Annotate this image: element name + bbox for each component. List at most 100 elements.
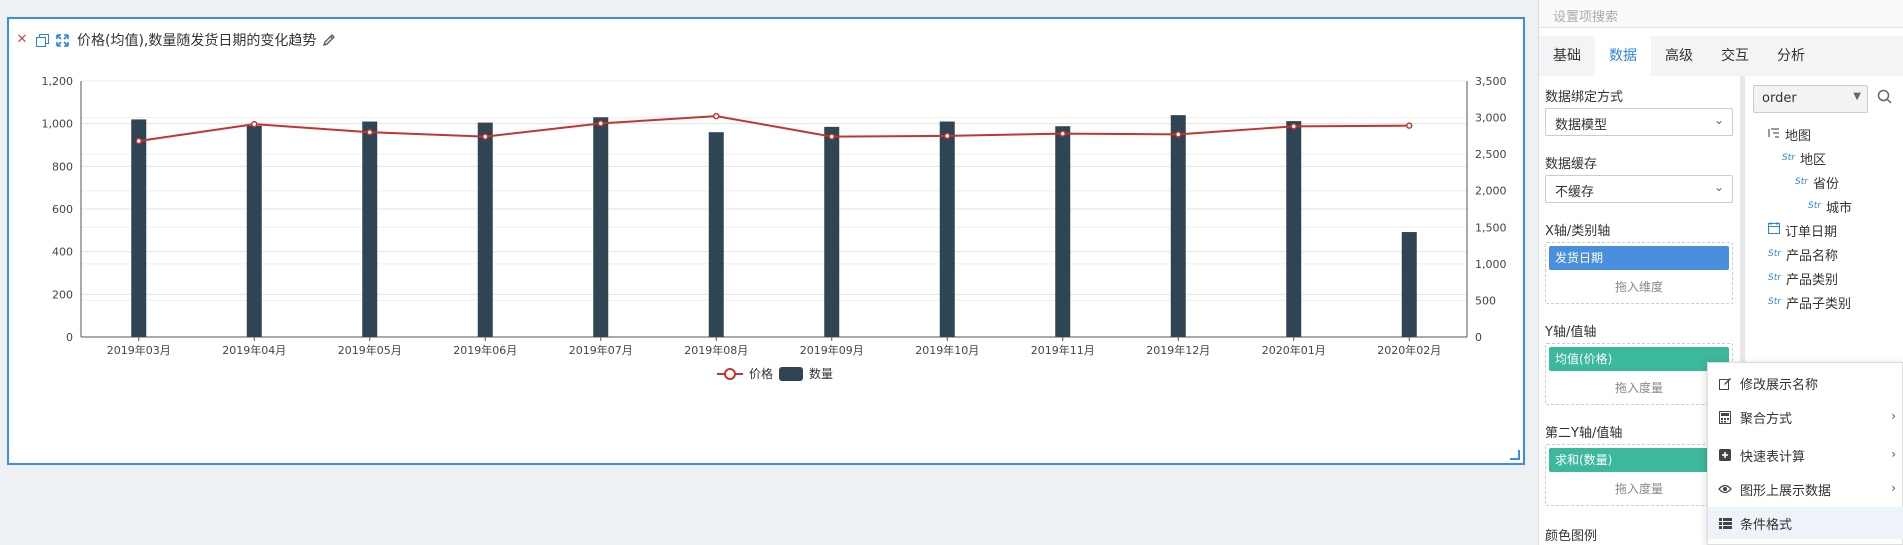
menu-item-quick-calc[interactable]: 快速表计算 › [1708,439,1903,471]
menu-item-aggregation[interactable]: 聚合方式 › [1708,401,1903,433]
tree-item-product-name[interactable]: Str 产品名称 [1768,244,1838,264]
settings-search-input[interactable]: 设置项搜索 [1539,0,1903,28]
y-left-tick-label: 1,200 [42,75,74,88]
string-type-icon: Str [1768,297,1781,307]
y-right-tick-label: 1,000 [1475,258,1507,271]
tree-item-region[interactable]: Str 地区 [1782,148,1826,168]
menu-item-conditional-format[interactable]: 条件格式 [1708,507,1903,539]
tree-item-product-category[interactable]: Str 产品类别 [1768,268,1838,288]
calculator-icon [1718,410,1732,424]
y-right-tick-label: 500 [1475,294,1496,307]
tree-item-city[interactable]: Str 城市 [1808,196,1852,216]
tab-advanced[interactable]: 高级 [1665,48,1693,64]
binding-column: 数据绑定方式 数据模型 ⌄ 数据缓存 不缓存 ⌄ X轴/类别轴 发货日期 拖入维… [1539,76,1739,545]
edit-icon[interactable] [322,33,336,47]
y-left-tick-label: 800 [52,160,73,173]
chevron-down-icon: ⌄ [1713,180,1724,194]
bar-2020年01月 [1286,121,1302,338]
menu-item-label: 条件格式 [1740,517,1793,533]
tree-item-product-subcategory[interactable]: Str 产品子类别 [1768,292,1851,312]
datasource-select[interactable]: order ▼ [1753,85,1868,113]
tree-item-label: 地区 [1799,152,1826,168]
close-icon[interactable]: ✕ [16,32,28,47]
menu-item-label: 快速表计算 [1740,449,1806,465]
bar-2019年08月 [708,132,724,337]
resize-handle[interactable] [1510,450,1520,460]
tab-basic[interactable]: 基础 [1553,48,1581,64]
tree-item-province[interactable]: Str 省份 [1795,172,1839,192]
y-left-tick-label: 0 [66,331,73,344]
y-axis-drop-area[interactable]: 均值(价格) 拖入度量 [1545,343,1733,405]
x-axis-label: X轴/类别轴 [1545,224,1611,239]
column-divider[interactable] [1740,76,1745,545]
chart-widget[interactable]: 0 200 400 600 800 1,000 1,200 0 500 1,000 1,500 2,0… [7,17,1525,465]
menu-item-rename[interactable]: 修改展示名称 [1708,367,1903,399]
y2-axis-field-chip[interactable]: 求和(数量) [1549,448,1729,472]
string-type-icon: Str [1768,249,1781,259]
string-type-icon: Str [1768,273,1781,283]
tree-item-label: 地图 [1785,128,1812,144]
y-right-tick-label: 3,000 [1475,112,1507,125]
edit-icon [1718,376,1732,390]
x-tick-label: 2019年04月 [222,343,286,357]
y-axis-field-chip[interactable]: 均值(价格) [1549,347,1729,371]
x-axis-field-chip[interactable]: 发货日期 [1549,246,1729,270]
legend-label: 价格 [749,366,773,381]
string-type-icon: Str [1795,177,1808,187]
chevron-right-icon: › [1891,481,1896,495]
bar-2019年06月 [477,122,493,337]
line-point-2019年09月 [828,133,835,140]
tree-item-label: 省份 [1812,176,1839,192]
y2-axis-drop-area[interactable]: 求和(数量) 拖入度量 [1545,444,1733,506]
line-series-价格 [138,115,1410,142]
x-tick-label: 2019年07月 [569,343,633,357]
y-right-tick-label: 3,500 [1475,75,1507,88]
tree-item-label: 产品名称 [1785,248,1838,264]
y-axis-drop-hint: 拖入度量 [1614,381,1663,395]
chevron-right-icon: › [1891,447,1896,461]
x-tick-label: 2019年08月 [684,343,748,357]
bar-2019年04月 [246,125,262,337]
chevron-right-icon: › [1891,409,1896,423]
tab-data[interactable]: 数据 [1595,36,1651,76]
chevron-down-icon: ⌄ [1713,113,1724,127]
calendar-icon [1768,222,1780,238]
x-axis-drop-hint: 拖入维度 [1614,280,1663,294]
bar-2019年10月 [939,121,955,338]
x-tick-label: 2019年11月 [1031,343,1095,357]
y-left-tick-label: 400 [52,246,73,259]
widget-header: ✕ 价格(均值),数量随发货日期的变化趋势 [15,31,336,49]
tree-item-label: 产品类别 [1785,272,1838,288]
datasource-value: order [1762,91,1797,106]
bar-2019年07月 [593,117,609,338]
x-tick-label: 2019年06月 [453,343,517,357]
tab-interaction[interactable]: 交互 [1721,48,1749,64]
bar-2019年03月 [131,119,147,338]
search-icon[interactable] [1876,88,1896,108]
line-point-2019年12月 [1175,131,1182,138]
bar-2019年09月 [824,126,840,337]
x-tick-label: 2019年12月 [1146,343,1210,357]
settings-tabs: 基础 数据 高级 交互 分析 [1539,36,1903,76]
expand-icon[interactable] [55,33,69,47]
tab-analysis[interactable]: 分析 [1777,48,1805,64]
legend-label: 数量 [809,366,833,381]
x-tick-label: 2019年05月 [338,343,402,357]
line-point-2019年07月 [597,120,604,127]
x-tick-label: 2019年10月 [915,343,979,357]
y2-axis-drop-hint: 拖入度量 [1614,482,1663,496]
tree-item-label: 产品子类别 [1785,296,1851,312]
tree-item-order-date[interactable]: 订单日期 [1768,220,1837,240]
y-right-tick-label: 0 [1475,331,1482,344]
cache-value: 不缓存 [1555,185,1595,200]
list-icon [1718,516,1732,530]
tree-item-label: 城市 [1825,200,1852,216]
cache-select[interactable]: 不缓存 ⌄ [1545,175,1733,203]
x-axis-drop-area[interactable]: 发货日期 拖入维度 [1545,242,1733,304]
tree-item-map[interactable]: 地图 [1768,124,1811,144]
widget-title: 价格(均值),数量随发货日期的变化趋势 [77,33,317,49]
menu-item-label: 修改展示名称 [1740,377,1819,393]
copy-icon[interactable] [35,33,49,47]
binding-mode-select[interactable]: 数据模型 ⌄ [1545,108,1733,136]
menu-item-show-data-labels[interactable]: 图形上展示数据 › [1708,473,1903,505]
